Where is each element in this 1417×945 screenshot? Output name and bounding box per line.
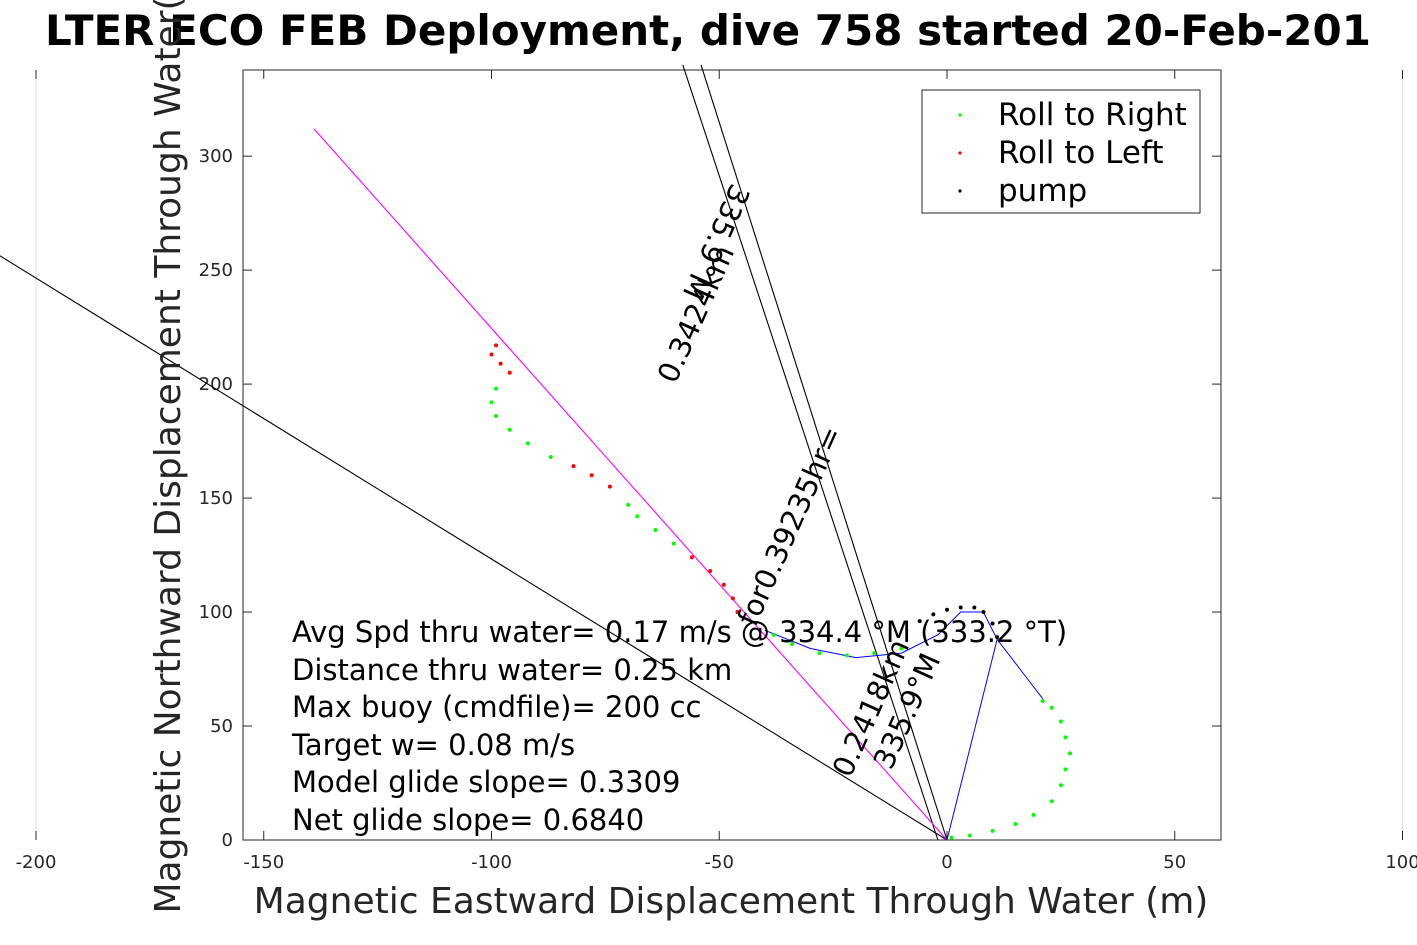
- point-roll-to-right: [1013, 822, 1018, 827]
- point-pump: [917, 619, 922, 624]
- x-tick-label: -150: [243, 852, 284, 873]
- point-roll-to-right: [1058, 719, 1063, 724]
- point-roll-to-left: [489, 352, 494, 357]
- point-roll-to-left: [571, 464, 576, 469]
- point-roll-to-right: [949, 835, 954, 840]
- point-roll-to-left: [721, 582, 726, 587]
- y-tick-label: 150: [199, 488, 233, 509]
- point-roll-to-right: [872, 651, 877, 656]
- heading-line-2: [682, 64, 939, 841]
- legend-label-roll-left: Roll to Left: [998, 135, 1164, 171]
- y-tick-label: 100: [199, 602, 233, 623]
- track-layer: [764, 611, 1044, 841]
- point-roll-to-left: [735, 610, 740, 615]
- chart-title: LTER ECO FEB Deployment, dive 758 starte…: [45, 6, 1371, 55]
- heading-line-1: [700, 64, 948, 841]
- point-roll-to-right: [489, 400, 494, 405]
- x-tick-label: -50: [705, 852, 734, 873]
- point-roll-to-right: [626, 502, 631, 507]
- legend-marker-pump: [958, 189, 962, 193]
- point-roll-to-right: [771, 632, 776, 637]
- x-tick-label: -100: [471, 852, 512, 873]
- y-tick-label: 300: [199, 146, 233, 167]
- point-roll-to-left: [589, 473, 594, 478]
- point-roll-to-right: [1049, 799, 1054, 804]
- y-tick-label: 50: [210, 716, 233, 737]
- y-tick-label: 0: [222, 830, 233, 851]
- stat-net-glide: Net glide slope= 0.6840: [292, 803, 644, 837]
- point-roll-to-left: [730, 596, 735, 601]
- heading-line-3: [313, 128, 948, 841]
- stat-max-buoy: Max buoy (cmdfile)= 200 cc: [292, 690, 701, 724]
- stats-annotations: Avg Spd thru water= 0.17 m/s @ 334.4 °M …: [291, 615, 1067, 837]
- y-tick-label: 250: [199, 260, 233, 281]
- stat-avg-speed: Avg Spd thru water= 0.17 m/s @ 334.4 °M …: [292, 615, 1067, 649]
- y-tick-label: 200: [199, 374, 233, 395]
- x-tick-label: 50: [1163, 852, 1186, 873]
- legend: Roll to Right Roll to Left pump: [921, 89, 1201, 214]
- point-pump: [931, 612, 936, 617]
- point-roll-to-right: [494, 386, 499, 391]
- legend-box: [921, 89, 1201, 214]
- x-tick-label: 0: [941, 852, 952, 873]
- x-axis-label: Magnetic Eastward Displacement Through W…: [254, 881, 1209, 922]
- point-roll-to-right: [790, 641, 795, 646]
- legend-label-pump: pump: [998, 173, 1087, 209]
- track-segment-0: [946, 639, 998, 841]
- point-roll-to-right: [1031, 812, 1036, 817]
- y-axis-label: Magnetic Northward Displacement Through …: [148, 0, 189, 914]
- point-roll-to-right: [899, 646, 904, 651]
- stat-target-w: Target w= 0.08 m/s: [291, 728, 575, 762]
- point-pump: [958, 605, 963, 610]
- point-roll-to-right: [494, 414, 499, 419]
- point-roll-to-right: [1063, 735, 1068, 740]
- point-roll-to-right: [1040, 698, 1045, 703]
- heading-lines: [0, 64, 948, 841]
- x-tick-label: 100: [1385, 852, 1417, 873]
- ticks-layer: -300-250-200-150-100-5005010005010015020…: [16, 70, 1417, 873]
- point-roll-to-right: [1058, 783, 1063, 788]
- point-roll-to-left: [708, 569, 713, 574]
- point-pump: [972, 605, 977, 610]
- point-roll-to-right: [548, 455, 553, 460]
- legend-marker-roll-left: [958, 151, 962, 155]
- stat-model-glide: Model glide slope= 0.3309: [292, 765, 680, 799]
- point-pump: [995, 635, 1000, 640]
- legend-marker-roll-right: [958, 113, 962, 117]
- points-layer: [489, 343, 1072, 840]
- point-roll-to-right: [525, 441, 530, 446]
- point-roll-to-right: [635, 514, 640, 519]
- point-roll-to-left: [507, 370, 512, 375]
- legend-label-roll-right: Roll to Right: [998, 97, 1187, 133]
- point-pump: [945, 607, 949, 612]
- point-roll-to-right: [967, 833, 972, 838]
- point-roll-to-right: [1063, 767, 1068, 772]
- point-roll-to-right: [844, 653, 849, 658]
- point-roll-to-left: [607, 484, 612, 489]
- point-roll-to-left: [689, 555, 694, 560]
- point-roll-to-right: [653, 527, 658, 532]
- heading-line-0: [0, 255, 948, 841]
- point-roll-to-left: [494, 343, 499, 348]
- point-roll-to-right: [990, 828, 995, 833]
- point-roll-to-right: [507, 427, 512, 432]
- point-roll-to-right: [817, 651, 822, 656]
- point-roll-to-right: [1049, 705, 1054, 710]
- stat-distance: Distance thru water= 0.25 km: [292, 653, 732, 687]
- point-pump: [990, 621, 995, 626]
- point-pump: [981, 610, 986, 615]
- point-roll-to-right: [671, 541, 676, 546]
- track-segment-1: [764, 611, 1044, 700]
- x-tick-label: -200: [16, 852, 57, 873]
- point-roll-to-left: [498, 361, 503, 366]
- point-roll-to-right: [1067, 751, 1072, 756]
